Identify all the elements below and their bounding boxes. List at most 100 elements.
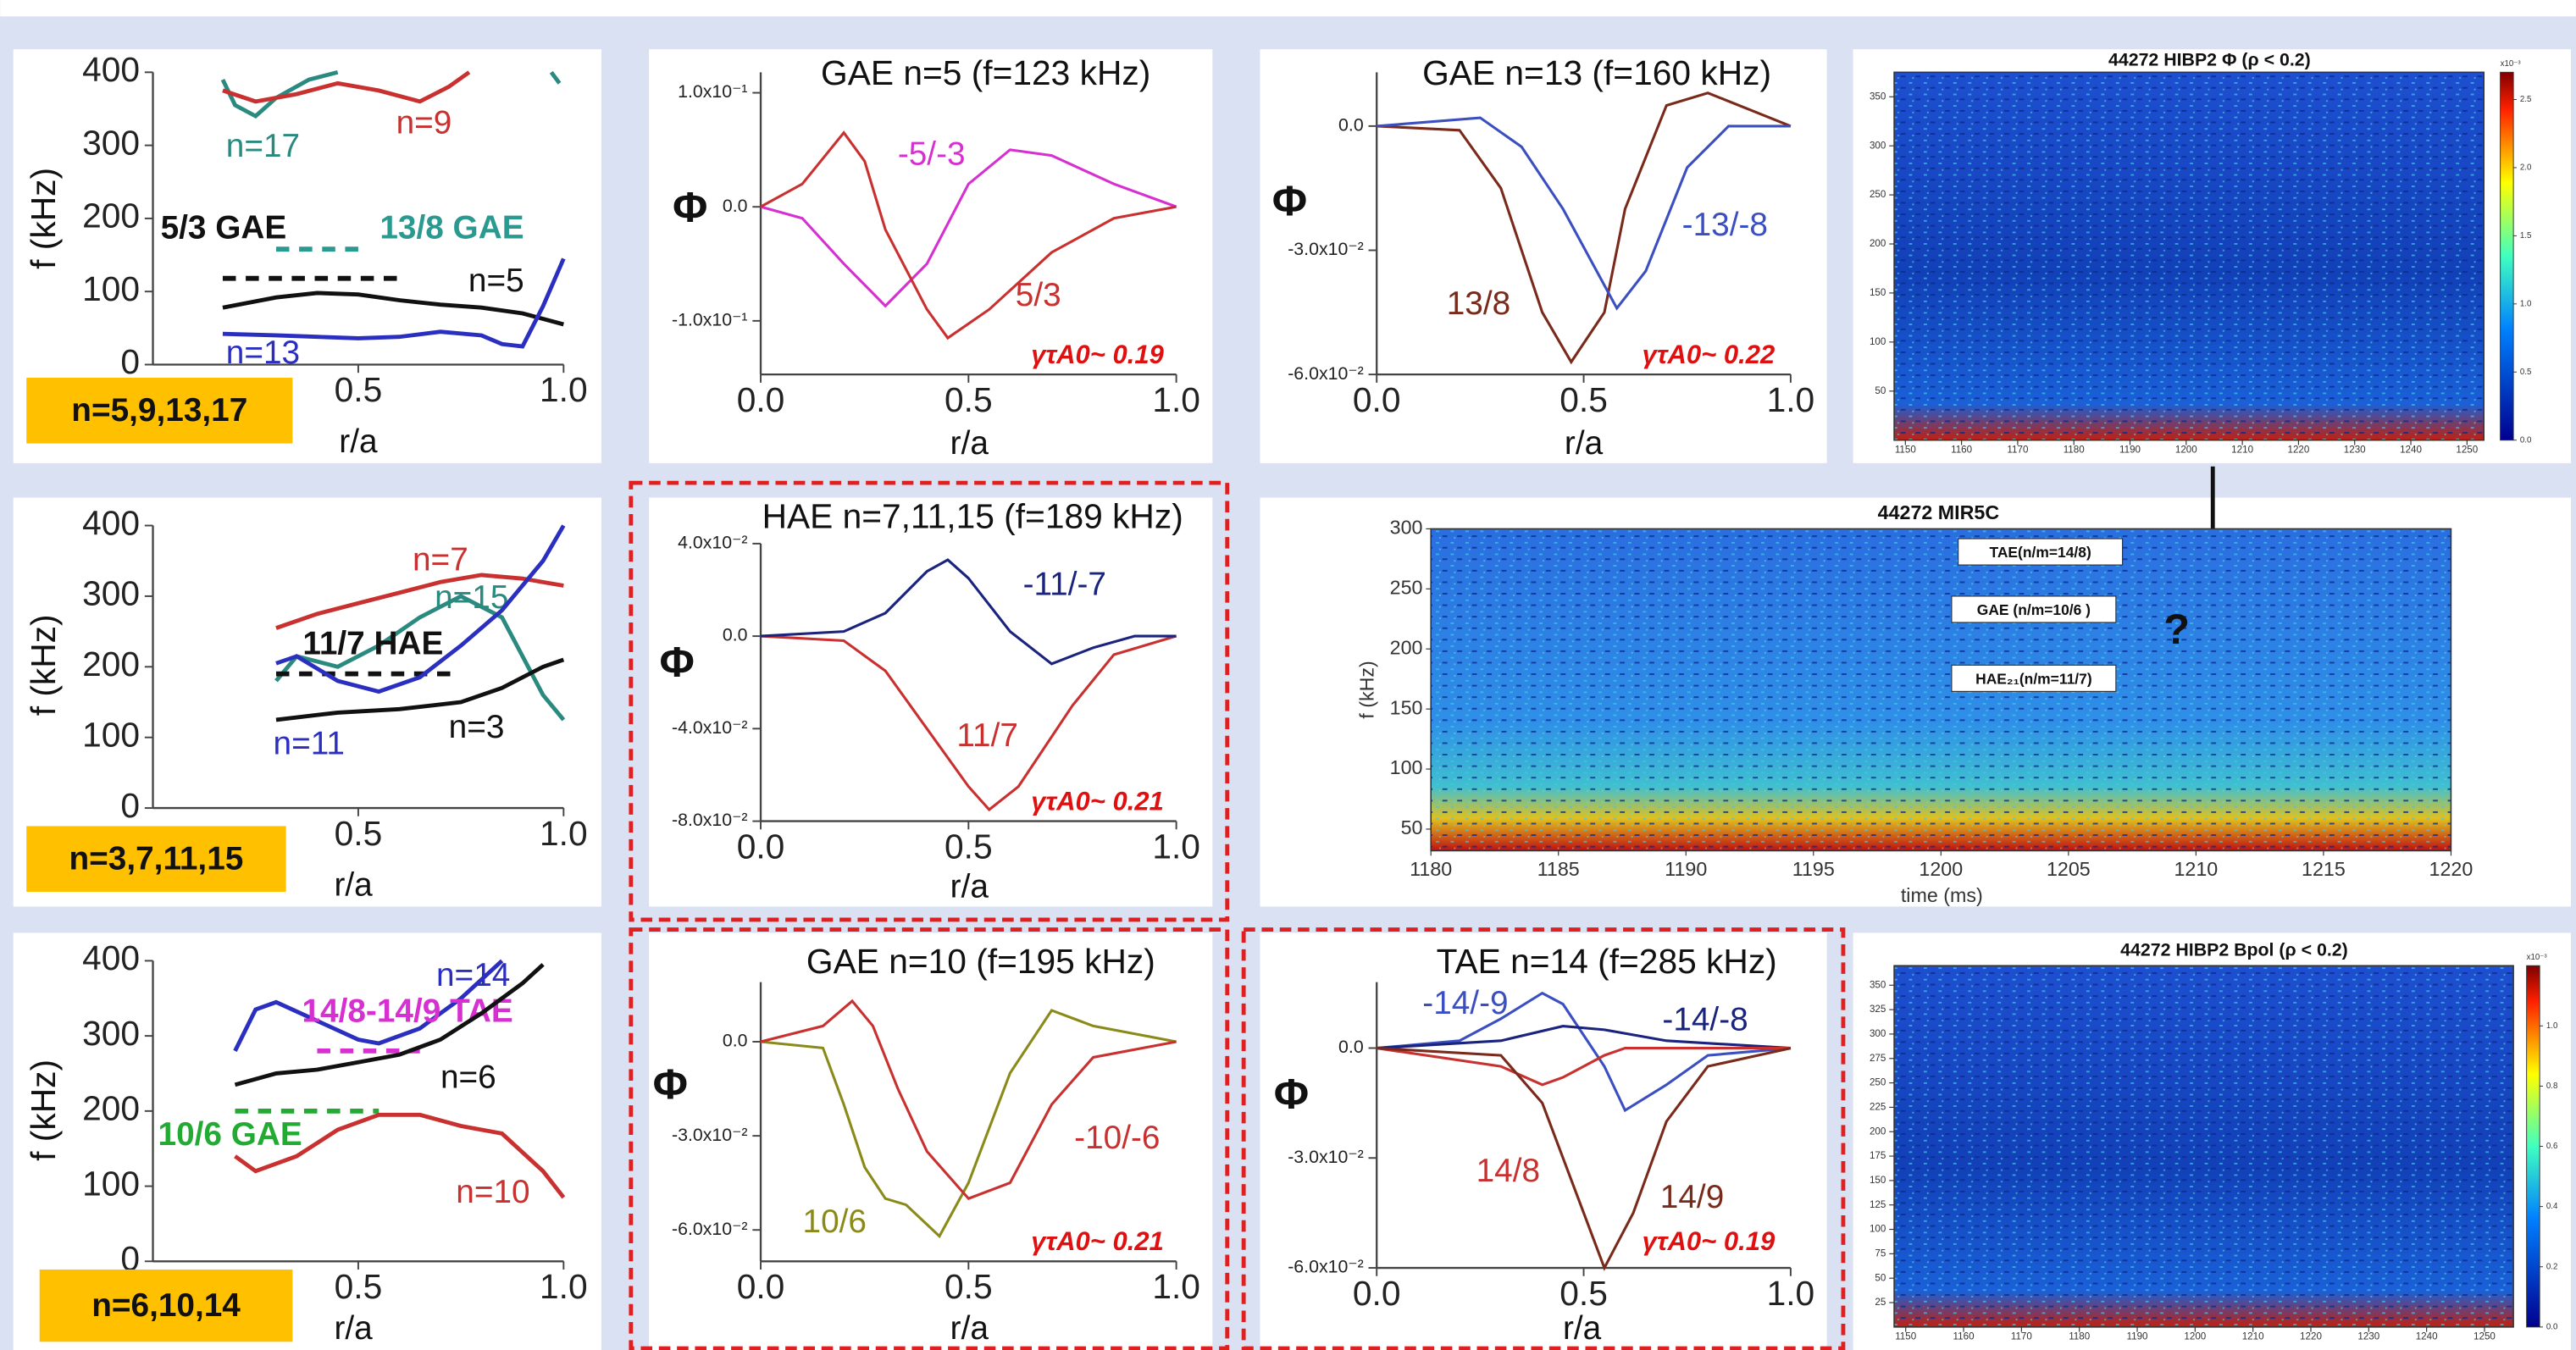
y-tick-label: 50 bbox=[1875, 385, 1886, 396]
x-tick-label: 0.5 bbox=[945, 827, 993, 866]
series-label: 14/8 bbox=[1476, 1153, 1540, 1189]
y-axis-label: Φ bbox=[653, 1060, 688, 1108]
panel bbox=[1260, 49, 1827, 463]
y-tick-label: 200 bbox=[1390, 636, 1423, 658]
x-tick-label: 1210 bbox=[2242, 1331, 2264, 1342]
series-line bbox=[234, 963, 545, 1087]
y-tick-label: 100 bbox=[82, 715, 140, 754]
y-tick-label: 300 bbox=[1390, 517, 1423, 539]
colorbar-tick-label: 1.0 bbox=[2546, 1021, 2558, 1031]
series-label: n=17 bbox=[226, 128, 300, 164]
top-band bbox=[0, 0, 2576, 17]
y-tick-label: -3.0x10⁻² bbox=[1288, 1147, 1363, 1167]
x-tick-label: 1160 bbox=[1953, 1331, 1975, 1342]
y-tick-label: 300 bbox=[82, 123, 140, 162]
x-axis-label: time (ms) bbox=[1901, 884, 1983, 906]
series-line bbox=[220, 69, 562, 119]
y-axis-label: f (kHz) bbox=[24, 1060, 63, 1161]
x-tick-label: 1150 bbox=[1895, 1331, 1917, 1342]
y-tick-label: 0.0 bbox=[1338, 1037, 1364, 1057]
y-axis-label: f (kHz) bbox=[24, 614, 63, 716]
x-axis-label: r/a bbox=[334, 1310, 373, 1347]
y-tick-label: 0.0 bbox=[1338, 115, 1364, 136]
spectrogram-texture bbox=[1894, 72, 2485, 440]
colorbar-label: x10⁻³ bbox=[2501, 59, 2522, 69]
y-tick-label: 100 bbox=[82, 269, 140, 308]
x-tick-label: 1.0 bbox=[1152, 380, 1200, 419]
growth-rate: γτA0~ 0.21 bbox=[1031, 1226, 1164, 1256]
y-tick-label: 300 bbox=[1870, 140, 1886, 151]
series-label: n=13 bbox=[226, 335, 300, 371]
y-tick-label: 125 bbox=[1870, 1199, 1886, 1210]
y-axis-label: Φ bbox=[1272, 176, 1307, 224]
colorbar-tick-label: 0.8 bbox=[2546, 1082, 2557, 1091]
y-tick-label: 175 bbox=[1870, 1150, 1886, 1161]
growth-rate: γτA0~ 0.21 bbox=[1031, 786, 1164, 816]
growth-rate: γτA0~ 0.22 bbox=[1643, 340, 1776, 369]
growth-rate: γτA0~ 0.19 bbox=[1643, 1226, 1776, 1256]
y-tick-label: 300 bbox=[1870, 1028, 1886, 1039]
x-tick-label: 1170 bbox=[2011, 1331, 2033, 1342]
spectrogram-texture bbox=[1431, 528, 2451, 851]
colorbar-tick-label: 0.4 bbox=[2546, 1202, 2558, 1211]
y-tick-label: 200 bbox=[82, 196, 140, 235]
series-label: 14/8-14/9 TAE bbox=[302, 993, 512, 1030]
x-tick-label: 1240 bbox=[2400, 444, 2422, 455]
series-line bbox=[233, 959, 504, 1052]
x-tick-label: 1220 bbox=[2429, 858, 2474, 880]
x-tick-label: 1200 bbox=[1919, 858, 1963, 880]
highlight-border bbox=[629, 927, 1230, 1350]
x-axis-label: r/a bbox=[950, 425, 989, 462]
panel-title: 44272 HIBP2 Φ (ρ < 0.2) bbox=[2108, 49, 2311, 69]
y-tick-label: 350 bbox=[1870, 91, 1886, 102]
colorbar-tick-label: 0.5 bbox=[2520, 368, 2531, 377]
y-tick-label: 100 bbox=[82, 1164, 140, 1203]
y-tick-label: 100 bbox=[1870, 1224, 1886, 1235]
colorbar-tick-label: 0.0 bbox=[2520, 435, 2532, 445]
y-tick-label: -6.0x10⁻² bbox=[1288, 1257, 1363, 1277]
x-tick-label: 1180 bbox=[1410, 858, 1452, 880]
y-tick-label: -6.0x10⁻² bbox=[672, 1219, 747, 1239]
series-line bbox=[1377, 991, 1792, 1113]
series-label: 10/6 GAE bbox=[158, 1116, 302, 1153]
y-tick-label: 150 bbox=[1870, 1175, 1886, 1186]
y-tick-label: 25 bbox=[1875, 1297, 1886, 1308]
annotation-box bbox=[26, 378, 293, 444]
y-tick-label: -8.0x10⁻² bbox=[672, 810, 747, 830]
colorbar bbox=[2500, 71, 2514, 441]
highlight-border bbox=[1241, 927, 1846, 1350]
panel-title: TAE n=14 (f=285 kHz) bbox=[1437, 942, 1777, 981]
series-line bbox=[274, 594, 566, 722]
growth-rate: γτA0~ 0.19 bbox=[1031, 340, 1164, 369]
series-line bbox=[1377, 91, 1792, 365]
series-label: n=14 bbox=[436, 957, 510, 993]
series-label: 10/6 bbox=[803, 1203, 867, 1240]
y-axis-label: f (kHz) bbox=[24, 168, 63, 269]
series-label: 14/9 bbox=[1660, 1179, 1724, 1215]
y-tick-label: -3.0x10⁻² bbox=[1288, 239, 1363, 259]
x-tick-label: 1220 bbox=[2300, 1331, 2322, 1342]
colorbar-tick-label: 2.0 bbox=[2520, 163, 2532, 173]
x-tick-label: 0.0 bbox=[737, 827, 785, 866]
y-tick-label: 300 bbox=[82, 1014, 140, 1053]
x-tick-label: 1.0 bbox=[1152, 1267, 1200, 1306]
y-tick-label: 0.0 bbox=[723, 1031, 748, 1051]
series-line bbox=[760, 1009, 1177, 1239]
x-axis-label: r/a bbox=[950, 1310, 989, 1347]
series-label: -14/-9 bbox=[1422, 985, 1508, 1021]
y-axis-label: Φ bbox=[673, 183, 707, 231]
series-label: 11/7 bbox=[956, 717, 1018, 754]
x-tick-label: 0.5 bbox=[945, 380, 993, 419]
annotation: GAE (n/m=10/6 ) bbox=[1977, 601, 2091, 618]
x-tick-label: 1170 bbox=[2007, 444, 2029, 455]
y-tick-label: -6.0x10⁻² bbox=[1288, 363, 1363, 384]
series-line bbox=[760, 148, 1177, 308]
series-line bbox=[760, 999, 1177, 1201]
y-tick-label: 150 bbox=[1870, 287, 1886, 298]
x-tick-label: 1250 bbox=[2456, 444, 2478, 455]
x-tick-label: 0.5 bbox=[335, 814, 383, 853]
annotation-box bbox=[1958, 538, 2124, 566]
series-line bbox=[275, 524, 566, 694]
y-tick-label: 250 bbox=[1390, 576, 1423, 598]
x-tick-label: 0.5 bbox=[1559, 380, 1608, 419]
